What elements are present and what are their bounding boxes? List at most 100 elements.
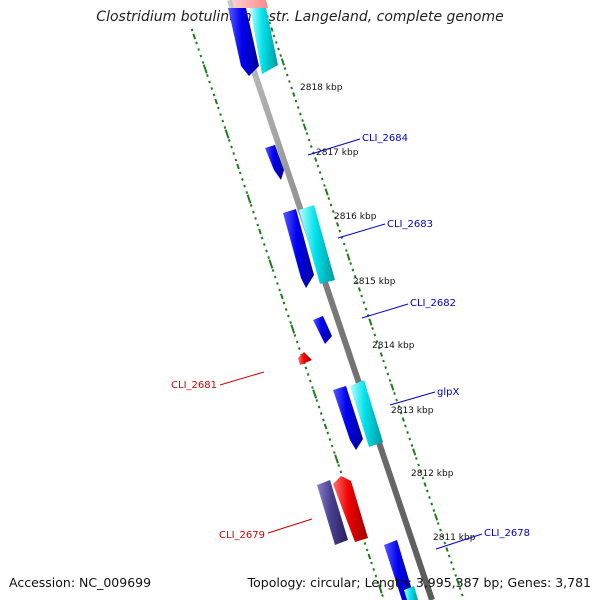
inner-tick-mark <box>279 54 283 57</box>
leader-cli2684 <box>307 138 361 156</box>
inner-tick-mark <box>433 513 439 521</box>
gene-reverse-cli2679-b <box>333 476 368 542</box>
inner-tick-mark <box>362 301 366 304</box>
inner-tick-mark <box>425 489 429 493</box>
inner-tick-mark <box>423 482 427 487</box>
outer-tick-mark <box>363 542 367 545</box>
inner-tick-mark <box>329 203 333 207</box>
inner-tick-mark <box>415 457 418 460</box>
outer-tick-mark <box>326 431 330 435</box>
inner-tick-mark <box>364 307 368 311</box>
gene-labels: CLI_2684 CLI_2683 CLI_2682 glpX CLI_2678… <box>171 133 530 541</box>
outer-tick-mark <box>210 87 214 90</box>
inner-tick-mark <box>399 411 403 415</box>
tick-label-2814: 2814 kbp <box>372 341 415 351</box>
outer-tick-mark <box>230 145 233 149</box>
outer-tick-mark <box>271 269 275 272</box>
outer-tick-mark <box>262 243 266 246</box>
inner-tick-mark <box>436 522 440 525</box>
inner-tick-mark <box>334 216 337 220</box>
outer-tick-mark <box>245 191 249 194</box>
inner-tick-mark <box>296 106 300 109</box>
outer-tick-mark <box>328 438 332 441</box>
inner-tick-mark <box>386 372 390 376</box>
leader-cli2682 <box>361 303 409 319</box>
inner-tick-mark <box>454 574 458 577</box>
outer-tick-mark <box>243 184 246 188</box>
outer-tick-mark <box>339 470 343 474</box>
inner-tick-mark <box>355 281 359 285</box>
outer-tick-mark <box>365 548 369 552</box>
inner-tick-mark <box>382 359 385 363</box>
outer-tick-mark <box>238 171 242 175</box>
inner-tick-mark <box>421 476 425 480</box>
leader-glpx <box>389 391 436 406</box>
outer-tick-mark <box>376 581 380 584</box>
inner-tick-mark <box>285 73 289 77</box>
inner-tick-mark <box>452 567 455 571</box>
outer-tick-mark <box>249 204 253 207</box>
gene-label-glpx[interactable]: glpX <box>437 387 459 398</box>
inner-tick-mark <box>331 210 335 213</box>
tick-label-2811: 2811 kbp <box>433 533 476 543</box>
outer-tick-mark <box>192 33 197 40</box>
genome-backbone <box>227 0 435 600</box>
gene-forward-cli2682 <box>313 316 332 344</box>
inner-tick-mark <box>417 463 420 467</box>
outer-tick-mark <box>317 405 321 409</box>
outer-tick-mark <box>224 129 230 139</box>
inner-tick-mark <box>393 392 396 395</box>
gene-label-cli2679[interactable]: CLI_2679 <box>219 530 265 541</box>
inner-tick-mark <box>353 275 357 278</box>
inner-tick-mark <box>323 184 326 187</box>
outer-tick-mark <box>284 308 288 311</box>
gene-label-cli2678[interactable]: CLI_2678 <box>484 528 530 539</box>
inner-tick-mark <box>397 405 401 408</box>
outer-tick-mark <box>330 444 334 448</box>
outer-tick-mark <box>252 210 255 214</box>
inner-tick-mark <box>377 346 381 350</box>
inner-tick-mark <box>305 132 309 135</box>
outer-tick-mark <box>311 386 314 389</box>
gene-label-cli2682[interactable]: CLI_2682 <box>410 298 456 309</box>
inner-tick-mark <box>443 541 447 545</box>
inner-tick-mark <box>395 398 398 402</box>
tick-label-2815: 2815 kbp <box>353 277 396 287</box>
outer-tick-mark <box>308 379 312 383</box>
inner-tick-mark <box>430 502 434 506</box>
inner-tick-mark <box>419 470 423 473</box>
inner-tick-mark <box>301 119 304 122</box>
gene-forward-cli2683-a <box>283 209 314 288</box>
outer-tick-mark <box>195 41 198 45</box>
inner-tick-mark <box>408 437 412 441</box>
inner-tick-mark <box>268 21 272 25</box>
gene-label-cli2684[interactable]: CLI_2684 <box>362 133 408 144</box>
gene-label-cli2681[interactable]: CLI_2681 <box>171 380 217 391</box>
accession-text: Accession: NC_009699 <box>9 575 152 590</box>
gene-label-cli2683[interactable]: CLI_2683 <box>387 219 433 230</box>
inner-tick-mark <box>283 67 287 70</box>
inner-tick-mark <box>302 123 307 131</box>
gene-label-leaders <box>219 138 483 550</box>
inner-tick-mark <box>455 578 461 586</box>
inner-tick-mark <box>307 138 311 142</box>
outer-tick-mark <box>276 282 279 285</box>
inner-tick-mark <box>368 318 373 326</box>
outer-tick-mark <box>221 119 225 123</box>
inner-tick-mark <box>349 262 353 265</box>
tick-label-2812: 2812 kbp <box>411 469 454 479</box>
gene-reverse-top <box>232 0 268 8</box>
outer-tick-mark <box>219 113 222 116</box>
inner-tick-mark <box>299 112 302 116</box>
outer-tick-mark <box>287 314 290 318</box>
kbp-tick-labels: 2818 kbp 2817 kbp 2816 kbp 2815 kbp 2814… <box>300 83 476 543</box>
inner-tick-mark <box>375 340 379 343</box>
outer-tick-mark <box>282 301 286 305</box>
outer-tick-mark <box>334 454 339 464</box>
genome-summary-text: Topology: circular; Length: 3,995,387 bp… <box>247 575 591 590</box>
gene-forward-top <box>228 8 259 76</box>
outer-tick-mark <box>322 418 325 422</box>
inner-tick-mark <box>292 92 296 97</box>
outer-tick-mark <box>265 249 268 253</box>
